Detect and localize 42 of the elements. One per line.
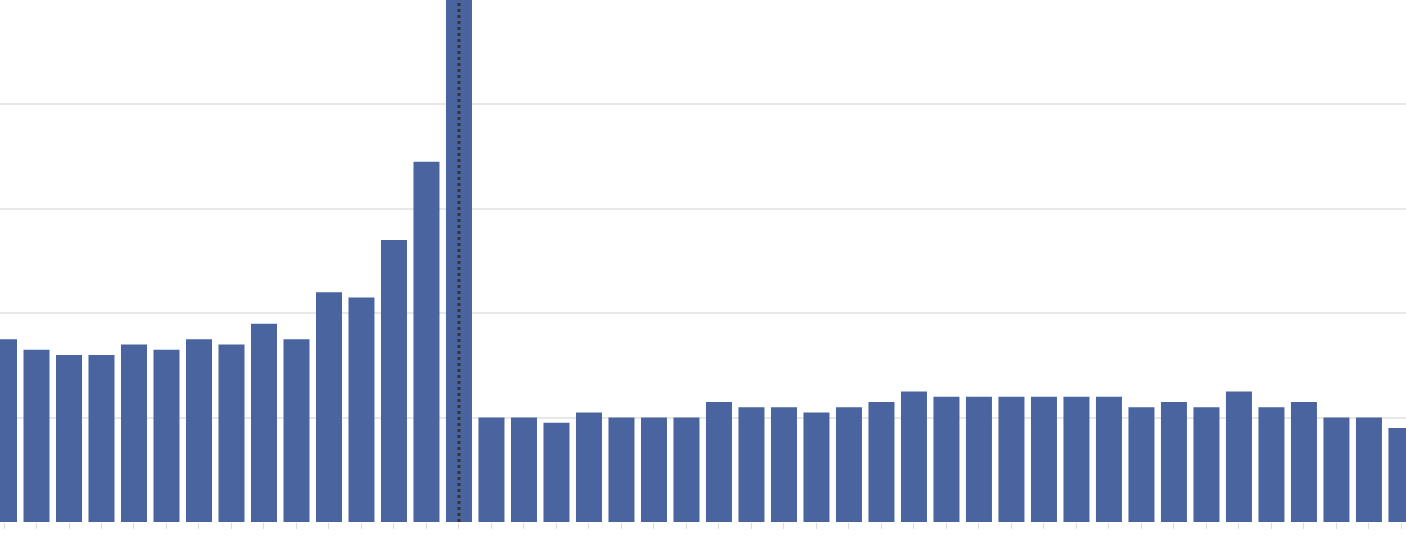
- bar: [1030, 396, 1057, 522]
- bar: [445, 0, 472, 522]
- bar: [218, 344, 245, 522]
- bar: [153, 349, 180, 522]
- bar: [510, 417, 537, 522]
- bar: [575, 412, 602, 522]
- bar: [380, 240, 407, 522]
- bar: [1193, 407, 1220, 522]
- bar: [1323, 417, 1350, 522]
- bar: [608, 417, 635, 522]
- bar: [1225, 391, 1252, 522]
- bar: [1095, 396, 1122, 522]
- bar: [738, 407, 765, 522]
- bar: [705, 401, 732, 522]
- bar: [933, 396, 960, 522]
- bar: [23, 349, 50, 522]
- bar: [56, 354, 82, 522]
- bar: [900, 391, 927, 522]
- bar: [185, 339, 212, 522]
- bar: [283, 339, 310, 522]
- bar: [965, 396, 992, 522]
- bar: [1128, 407, 1155, 522]
- bar: [640, 417, 667, 522]
- bar: [1355, 417, 1382, 522]
- bar: [478, 417, 505, 522]
- bar: [1258, 407, 1285, 522]
- bar: [770, 407, 797, 522]
- bar: [1063, 396, 1090, 522]
- bar: [348, 297, 375, 522]
- bar: [803, 412, 830, 522]
- bar: [543, 422, 570, 522]
- bar: [998, 396, 1025, 522]
- bar: [413, 161, 440, 522]
- bar: [315, 292, 342, 522]
- bar: [868, 401, 895, 522]
- bar: [88, 354, 115, 522]
- bar: [673, 417, 700, 522]
- bar: [1290, 401, 1317, 522]
- bar: [835, 407, 862, 522]
- bar: [120, 344, 147, 522]
- bar: [1160, 401, 1187, 522]
- bar: [250, 323, 277, 522]
